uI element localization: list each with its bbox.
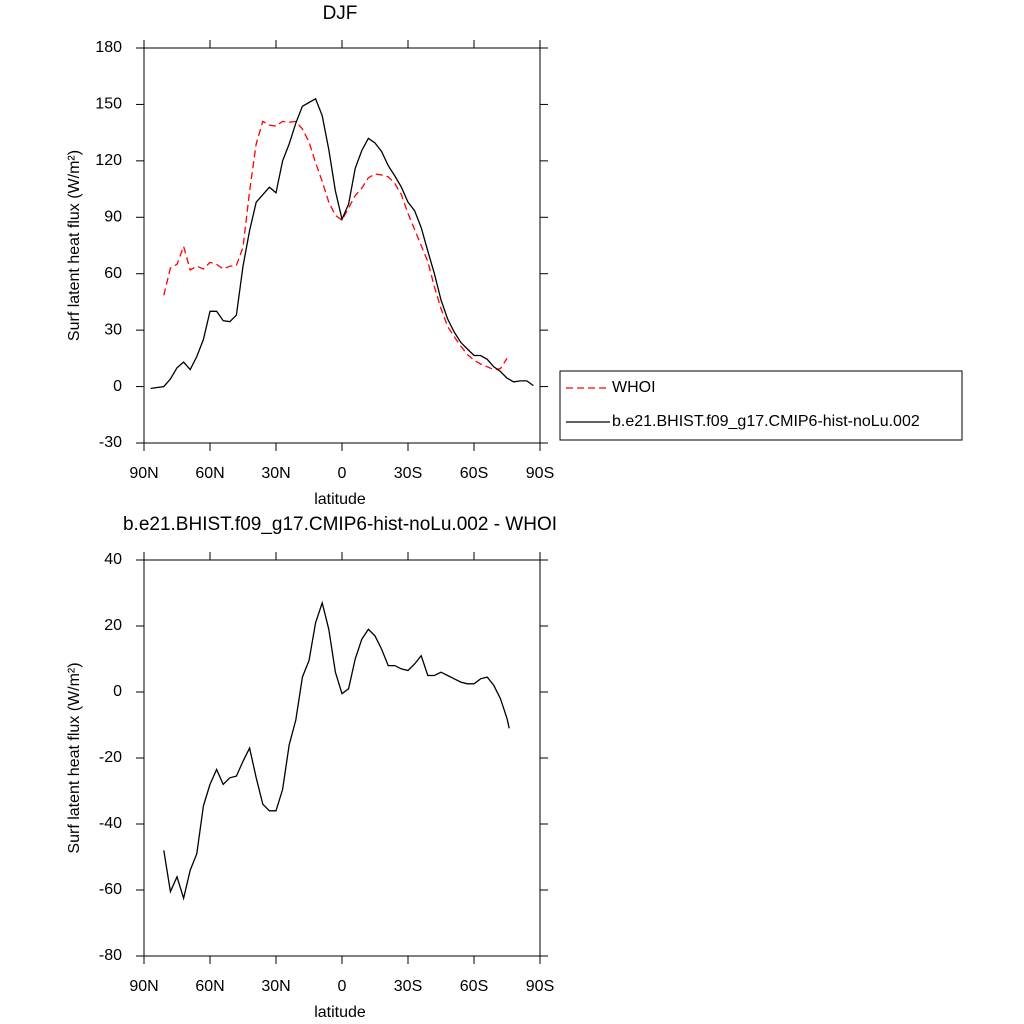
data-line bbox=[163, 120, 508, 371]
y-tick-label: 0 bbox=[113, 378, 122, 395]
x-tick-label: 30N bbox=[261, 978, 290, 995]
legend-label: b.e21.BHIST.f09_g17.CMIP6-hist-noLu.002 bbox=[612, 413, 920, 430]
y-tick-label: -60 bbox=[99, 881, 122, 898]
x-tick-label: 60S bbox=[460, 465, 488, 482]
x-tick-label: 30N bbox=[261, 465, 290, 482]
legend-box bbox=[559, 370, 963, 441]
y-tick-label: 150 bbox=[95, 96, 122, 113]
legend-label: WHOI bbox=[612, 379, 656, 396]
x-tick-label: 60N bbox=[195, 465, 224, 482]
y-axis-label: Surf latent heat flux (W/m²) bbox=[66, 150, 83, 341]
chart-title: DJF bbox=[323, 3, 358, 24]
x-axis-label: latitude bbox=[314, 491, 366, 508]
plot-frame bbox=[143, 559, 541, 957]
y-tick-label: 20 bbox=[104, 617, 122, 634]
x-tick-label: 30S bbox=[394, 978, 422, 995]
y-tick-label: 60 bbox=[104, 265, 122, 282]
y-tick-label: -80 bbox=[99, 947, 122, 964]
chart-title: b.e21.BHIST.f09_g17.CMIP6-hist-noLu.002 … bbox=[123, 514, 557, 535]
x-tick-label: 0 bbox=[338, 465, 347, 482]
x-tick-label: 90S bbox=[526, 465, 554, 482]
data-line bbox=[163, 600, 510, 901]
y-tick-label: 120 bbox=[95, 152, 122, 169]
x-tick-label: 60N bbox=[195, 978, 224, 995]
x-tick-label: 30S bbox=[394, 465, 422, 482]
x-tick-label: 90S bbox=[526, 978, 554, 995]
y-tick-label: -30 bbox=[99, 434, 122, 451]
y-tick-label: 90 bbox=[104, 209, 122, 226]
x-tick-label: 90N bbox=[129, 978, 158, 995]
x-tick-label: 60S bbox=[460, 978, 488, 995]
y-tick-label: 180 bbox=[95, 39, 122, 56]
plot-frame bbox=[143, 47, 541, 444]
x-tick-label: 0 bbox=[338, 978, 347, 995]
y-tick-label: -40 bbox=[99, 815, 122, 832]
y-axis-label: Surf latent heat flux (W/m²) bbox=[66, 662, 83, 853]
y-tick-label: 40 bbox=[104, 551, 122, 568]
y-tick-label: 30 bbox=[104, 321, 122, 338]
y-tick-label: 0 bbox=[113, 683, 122, 700]
data-line bbox=[150, 97, 534, 390]
x-axis-label: latitude bbox=[314, 1004, 366, 1021]
y-tick-label: -20 bbox=[99, 749, 122, 766]
x-tick-label: 90N bbox=[129, 465, 158, 482]
